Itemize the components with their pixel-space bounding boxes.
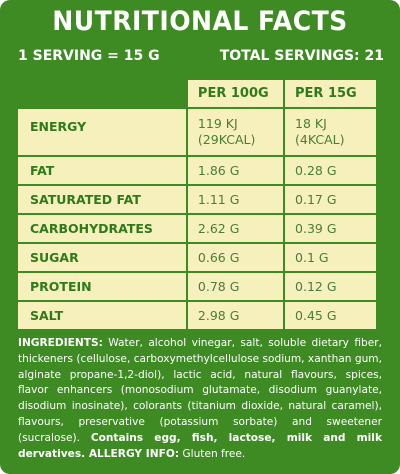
allergen-statement: Contains egg, fish, lactose, milk and mi… [18,431,382,460]
header-per-15g: PER 15G [285,80,376,107]
total-servings: TOTAL SERVINGS: 21 [219,48,384,64]
serving-info: 1 SERVING = 15 G TOTAL SERVINGS: 21 [18,48,384,64]
carbohydrates-per-100g: 2.62 G [187,215,284,242]
row-label-energy: ENERGY [18,109,186,155]
protein-per-15g: 0.12 G [285,273,376,300]
ingredients-block: INGREDIENTS: Water, alcohol vinegar, sal… [18,336,382,462]
allergy-info-text: Gluten free. [179,447,246,460]
table-header-row: PER 100G PER 15G [18,80,376,107]
page-title: NUTRITIONAL FACTS [52,6,348,37]
row-label-salt: SALT [18,302,186,329]
sugar-per-15g: 0.1 G [285,244,376,271]
energy-per-15g: 18 KJ (4KCAL) [285,109,376,155]
table-row: FAT 1.86 G 0.28 G [18,157,376,184]
serving-size: 1 SERVING = 15 G [18,48,160,64]
salt-per-15g: 0.45 G [285,302,376,329]
table-row: SATURATED FAT 1.11 G 0.17 G [18,186,376,213]
ingredients-heading: INGREDIENTS: [18,337,103,349]
fat-per-100g: 1.86 G [187,157,284,184]
header-per-100g: PER 100G [187,80,284,107]
sugar-per-100g: 0.66 G [187,244,284,271]
saturated-fat-per-15g: 0.17 G [285,186,376,213]
table-row: SALT 2.98 G 0.45 G [18,302,376,329]
table-row: PROTEIN 0.78 G 0.12 G [18,273,376,300]
table-row: CARBOHYDRATES 2.62 G 0.39 G [18,215,376,242]
allergy-info-heading: ALLERGY INFO: [85,447,180,460]
row-label-protein: PROTEIN [18,273,186,300]
row-label-carbohydrates: CARBOHYDRATES [18,215,186,242]
header-blank-cell [18,80,186,107]
row-label-fat: FAT [18,157,186,184]
nutrition-table: PER 100G PER 15G ENERGY 119 KJ (29KCAL) … [16,78,378,331]
table-row: ENERGY 119 KJ (29KCAL) 18 KJ (4KCAL) [18,109,376,155]
carbohydrates-per-15g: 0.39 G [285,215,376,242]
row-label-sugar: SUGAR [18,244,186,271]
salt-per-100g: 2.98 G [187,302,284,329]
nutrition-table-wrap: PER 100G PER 15G ENERGY 119 KJ (29KCAL) … [16,78,378,331]
row-label-saturated-fat: SATURATED FAT [18,186,186,213]
ingredients-text: Water, alcohol vinegar, salt, soluble di… [18,337,382,444]
fat-per-15g: 0.28 G [285,157,376,184]
saturated-fat-per-100g: 1.11 G [187,186,284,213]
table-row: SUGAR 0.66 G 0.1 G [18,244,376,271]
protein-per-100g: 0.78 G [187,273,284,300]
energy-per-100g: 119 KJ (29KCAL) [187,109,284,155]
